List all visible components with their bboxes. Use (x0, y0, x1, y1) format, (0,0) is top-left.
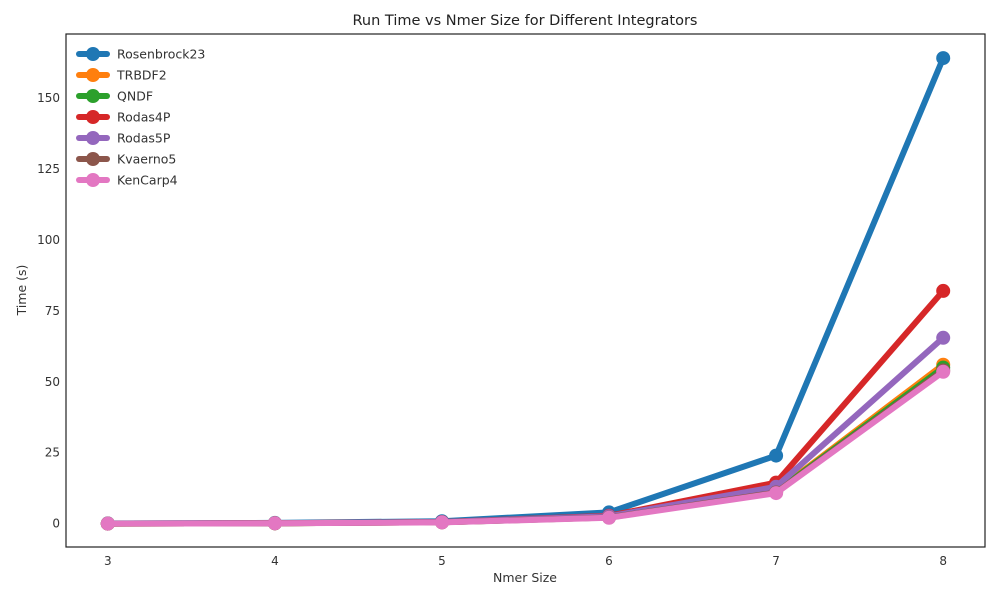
y-tick-label: 150 (37, 91, 60, 105)
data-point-rodas4p-8 (936, 283, 951, 298)
y-tick-label: 0 (52, 517, 60, 531)
legend-label: Rodas5P (117, 131, 171, 146)
legend-swatch-marker (86, 68, 100, 82)
y-tick-labels: 0 25 50 75 100 125 150 (37, 91, 60, 531)
y-tick-label: 25 (45, 446, 60, 460)
legend-label: TRBDF2 (116, 68, 167, 83)
x-tick-label: 5 (438, 554, 446, 568)
legend-item-rodas5p: Rodas5P (76, 131, 171, 146)
y-tick-label: 75 (45, 304, 60, 318)
y-tick-label: 50 (45, 375, 60, 389)
x-tick-label: 3 (104, 554, 112, 568)
legend-swatch-marker (86, 89, 100, 103)
legend-swatch-marker (86, 152, 100, 166)
legend-label: Rosenbrock23 (117, 47, 205, 62)
series-line-kencarp4 (104, 368, 947, 527)
legend-swatch-marker (86, 47, 100, 61)
legend-item-rosenbrock23: Rosenbrock23 (76, 47, 205, 62)
legend-label: Kvaerno5 (117, 152, 176, 167)
data-point-rodas5p-8 (936, 330, 951, 345)
x-axis-label: Nmer Size (493, 570, 557, 585)
legend-swatch-marker (86, 110, 100, 124)
data-point-kencarp4-3 (100, 516, 115, 531)
plot-frame (65, 33, 986, 548)
data-point-kencarp4-4 (267, 516, 282, 531)
y-tick-label: 100 (37, 233, 60, 247)
legend-label: QNDF (117, 89, 153, 104)
legend-label: KenCarp4 (117, 173, 178, 188)
y-tick-label: 125 (37, 162, 60, 176)
data-point-kencarp4-6 (602, 510, 616, 525)
legend-item-kencarp4: KenCarp4 (76, 173, 178, 188)
data-point-kencarp4-8 (936, 364, 951, 379)
x-tick-labels: 3 4 5 6 7 8 (104, 554, 947, 568)
x-tick-label: 7 (772, 554, 780, 568)
legend-item-rodas4p: Rodas4P (76, 110, 171, 125)
legend-item-qndf: QNDF (76, 89, 153, 104)
x-tick-label: 4 (271, 554, 279, 568)
x-tick-label: 6 (605, 554, 613, 568)
data-point-rosenbrock23-7 (769, 448, 784, 463)
legend-swatch-marker (86, 131, 100, 145)
data-point-kencarp4-5 (435, 515, 449, 530)
series-layer (100, 51, 951, 531)
x-tick-label: 8 (939, 554, 947, 568)
y-axis-label: Time (s) (14, 265, 29, 317)
data-point-kencarp4-7 (769, 486, 784, 501)
series-kencarp4 (100, 364, 951, 531)
chart-title: Run Time vs Nmer Size for Different Inte… (353, 13, 698, 29)
legend: Rosenbrock23 TRBDF2 QNDF Rodas4P Rodas5P Kvae… (76, 47, 205, 188)
data-point-rosenbrock23-8 (936, 51, 951, 66)
legend-item-trbdf2: TRBDF2 (76, 68, 167, 83)
legend-item-kvaerno5: Kvaerno5 (76, 152, 176, 167)
legend-label: Rodas4P (117, 110, 171, 125)
legend-swatch-marker (86, 173, 100, 187)
